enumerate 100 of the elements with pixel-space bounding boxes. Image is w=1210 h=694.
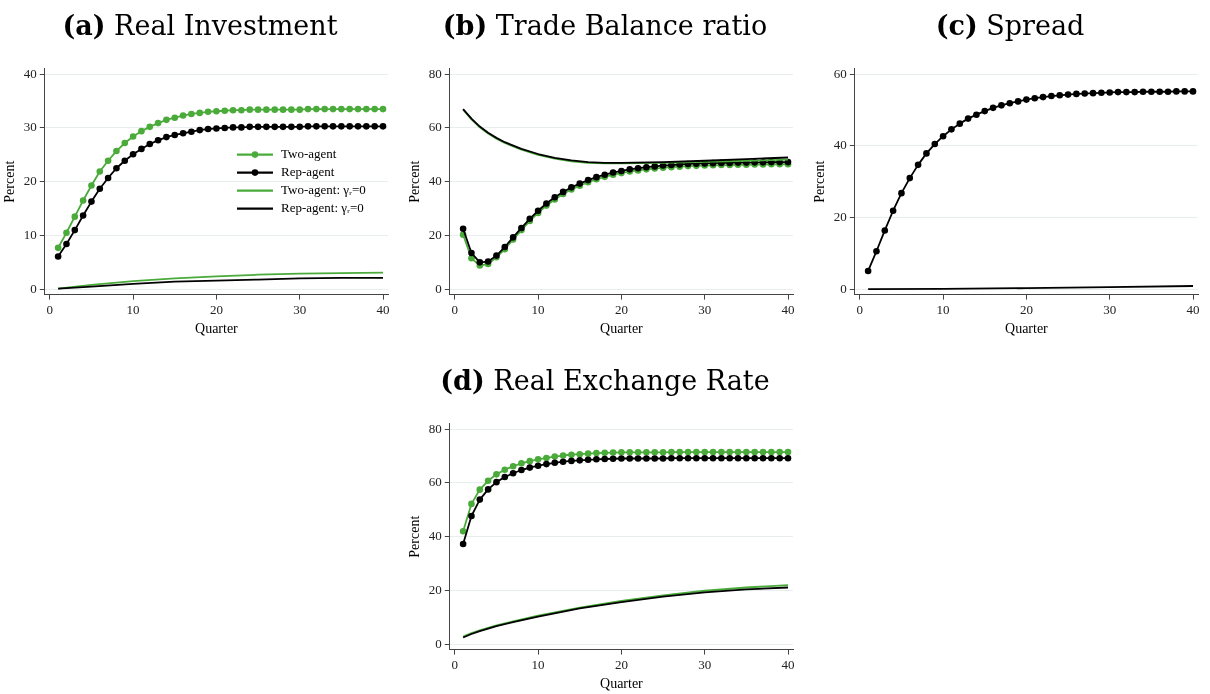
point <box>668 448 675 456</box>
point <box>964 115 972 122</box>
point <box>701 454 708 462</box>
point <box>873 247 880 255</box>
point <box>609 449 617 456</box>
point <box>618 448 625 456</box>
point <box>468 500 475 508</box>
point <box>304 105 312 113</box>
x-axis-title: Quarter <box>1005 321 1049 337</box>
y-tick-label: 40 <box>428 528 442 544</box>
point <box>576 450 584 458</box>
point <box>651 448 659 456</box>
point <box>634 455 642 462</box>
point <box>188 110 195 118</box>
point <box>906 174 914 182</box>
x-tick-label: 20 <box>1019 301 1033 317</box>
point <box>71 213 79 220</box>
point <box>551 453 559 460</box>
point <box>776 448 783 456</box>
point <box>593 449 600 457</box>
point <box>354 105 362 113</box>
point <box>768 448 775 456</box>
x-axis-title: Quarter <box>600 676 644 692</box>
point <box>221 107 229 115</box>
x-tick-label: 0 <box>46 301 54 317</box>
point <box>459 528 467 535</box>
point <box>379 123 387 130</box>
y-tick-label: 0 <box>435 280 442 296</box>
point <box>279 123 287 131</box>
point <box>776 454 783 462</box>
y-tick-label: 20 <box>23 173 37 189</box>
point <box>718 448 725 456</box>
point <box>898 189 905 197</box>
point <box>346 123 353 130</box>
chart-title: (d) Real Exchange Rate <box>439 364 771 398</box>
point <box>204 125 212 133</box>
y-axis-title: Percent <box>812 160 828 203</box>
point <box>709 454 717 462</box>
point <box>751 454 758 462</box>
y-tick-label: 40 <box>428 173 442 189</box>
x-tick-label: 30 <box>293 301 307 317</box>
point <box>279 106 287 113</box>
point <box>676 448 684 456</box>
point <box>526 457 534 465</box>
point <box>79 212 87 219</box>
point <box>329 123 337 130</box>
point <box>881 227 889 234</box>
point <box>459 540 467 548</box>
point <box>726 454 733 462</box>
point <box>1131 88 1138 96</box>
point <box>113 147 120 155</box>
point <box>1031 94 1039 102</box>
y-tick-label: 80 <box>428 420 442 436</box>
point <box>238 124 245 131</box>
point <box>534 462 542 470</box>
x-tick-label: 40 <box>376 301 390 317</box>
point <box>501 466 509 474</box>
point <box>551 459 559 467</box>
point <box>321 105 328 113</box>
point <box>1039 93 1047 101</box>
point <box>643 455 650 462</box>
point <box>304 123 312 130</box>
point <box>1023 96 1030 103</box>
x-tick-label: 20 <box>614 656 628 672</box>
point <box>1123 88 1130 96</box>
x-tick-label: 20 <box>614 301 628 317</box>
point <box>743 448 750 456</box>
point <box>1189 88 1197 95</box>
point <box>271 106 279 113</box>
y-tick-label: 20 <box>428 581 442 597</box>
y-tick-label: 20 <box>428 226 442 242</box>
point <box>476 496 484 503</box>
point <box>246 106 254 113</box>
y-tick-label: 80 <box>428 65 442 81</box>
point <box>221 124 229 132</box>
point <box>229 124 237 131</box>
point <box>468 249 475 257</box>
y-tick-label: 0 <box>840 280 847 296</box>
y-axis-title: Percent <box>2 160 18 203</box>
point <box>1114 88 1122 96</box>
point <box>734 454 742 462</box>
point <box>559 458 567 465</box>
point <box>329 105 337 113</box>
point <box>784 454 792 462</box>
point <box>154 137 162 144</box>
point <box>718 454 725 462</box>
point <box>651 455 659 462</box>
point <box>1173 88 1180 95</box>
point <box>154 119 162 127</box>
point <box>864 267 872 275</box>
point <box>1073 90 1080 98</box>
point <box>693 454 700 462</box>
x-tick-label: 40 <box>1186 301 1200 317</box>
point <box>288 123 295 131</box>
point <box>626 455 634 462</box>
point <box>618 455 625 462</box>
point <box>973 111 980 118</box>
x-tick-label: 0 <box>451 656 459 672</box>
point <box>213 107 220 115</box>
y-tick-label: 0 <box>435 635 442 651</box>
